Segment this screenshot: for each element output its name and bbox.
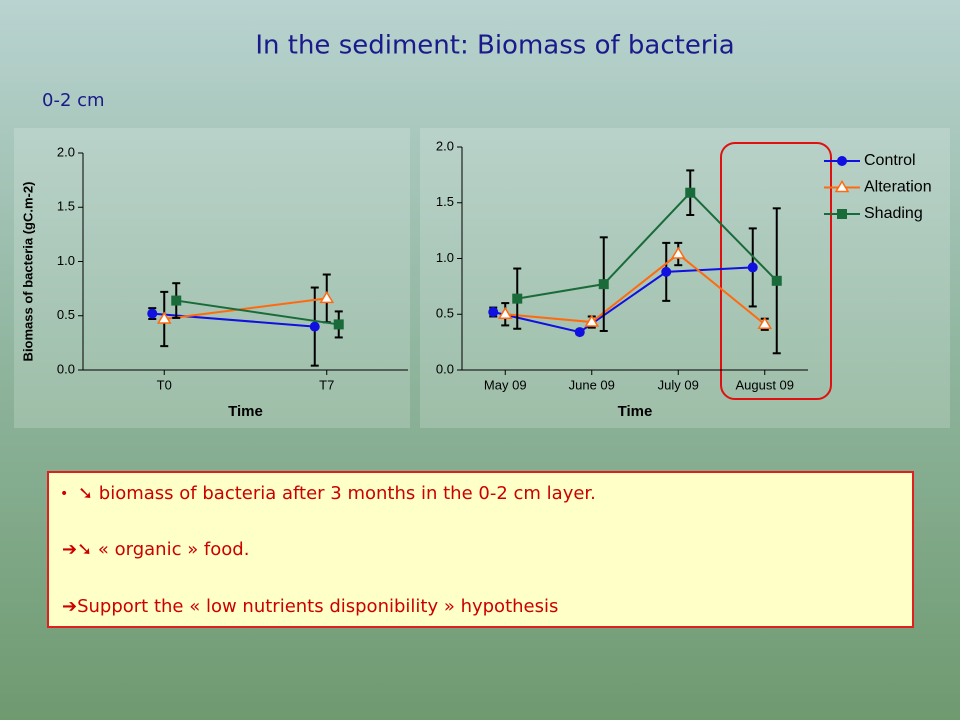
x-tick-label: June 09 <box>569 377 615 392</box>
chart-panel <box>14 128 410 428</box>
marker <box>488 307 499 318</box>
y-tick-label: 1.0 <box>436 250 454 265</box>
y-tick-label: 2.0 <box>57 144 75 159</box>
x-tick-label: August 09 <box>735 377 794 392</box>
x-axis-label: Time <box>228 403 263 420</box>
marker <box>309 321 320 332</box>
x-tick-label: T7 <box>319 377 334 392</box>
marker <box>333 319 344 330</box>
series-line <box>164 297 327 320</box>
marker <box>147 308 158 319</box>
series-line <box>517 191 778 300</box>
note: ➔Support the « low nutrients disponibili… <box>62 596 558 617</box>
y-tick-label: 1.0 <box>57 253 75 268</box>
note-box <box>47 471 914 628</box>
highlight-box <box>720 142 832 400</box>
y-axis-label: Biomass of bacteria (gC.m-2) <box>20 182 35 362</box>
y-tick-label: 2.0 <box>436 138 454 153</box>
legend-label: Control <box>864 152 916 169</box>
y-tick-label: 1.5 <box>436 194 454 209</box>
marker <box>747 262 758 273</box>
y-tick-label: 0.5 <box>57 307 75 322</box>
marker <box>771 275 782 286</box>
legend-marker <box>834 180 850 193</box>
note: ➘ biomass of bacteria after 3 months in … <box>78 483 596 504</box>
slide-title: In the sediment: Biomass of bacteria <box>255 31 734 61</box>
x-tick-label: July 09 <box>658 377 699 392</box>
marker <box>319 290 335 304</box>
marker <box>661 266 672 277</box>
marker <box>574 327 585 338</box>
y-tick-label: 0.5 <box>436 306 454 321</box>
legend-marker <box>837 209 847 219</box>
x-tick-label: May 09 <box>484 377 527 392</box>
series-line <box>493 266 753 334</box>
y-tick-label: 0.0 <box>57 361 75 376</box>
x-axis-label: Time <box>618 403 653 420</box>
marker <box>512 293 523 304</box>
marker <box>685 187 696 198</box>
marker <box>171 295 182 306</box>
x-tick-label: T0 <box>157 377 172 392</box>
series-line <box>176 299 339 326</box>
legend-label: Shading <box>864 205 923 222</box>
marker <box>598 279 609 290</box>
y-tick-label: 1.5 <box>57 199 75 214</box>
marker <box>497 306 513 319</box>
bullet: • <box>60 486 68 502</box>
marker <box>757 316 773 330</box>
subtitle: 0-2 cm <box>42 90 105 111</box>
series-line <box>152 312 315 328</box>
marker <box>156 311 172 324</box>
legend-marker <box>837 156 847 166</box>
series-line <box>505 252 766 326</box>
marker <box>670 246 686 259</box>
y-tick-label: 0.0 <box>436 361 454 376</box>
chart-panel <box>420 128 950 428</box>
marker <box>584 314 600 327</box>
note: ➔➘ « organic » food. <box>62 539 249 560</box>
legend-label: Alteration <box>864 179 932 196</box>
